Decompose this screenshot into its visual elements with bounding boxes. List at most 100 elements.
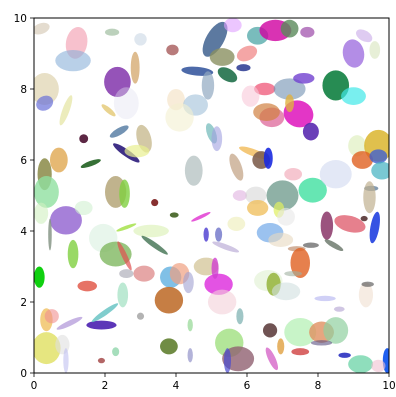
ellipse-mark-40 (302, 122, 319, 141)
ellipse-mark-147 (265, 347, 279, 371)
ellipse-mark-119 (284, 270, 303, 277)
ellipse-mark-28 (341, 87, 366, 105)
ellipse-mark-65 (229, 153, 244, 181)
ellipse-mark-30 (59, 95, 73, 126)
ellipse-mark-69 (284, 167, 303, 181)
ellipse-mark-96 (320, 211, 334, 240)
plot-area (34, 18, 389, 373)
ellipse-mark-93 (277, 207, 295, 226)
ellipse-mark-144 (112, 347, 120, 357)
ellipse-mark-136 (323, 317, 349, 344)
ellipse-mark-84 (191, 212, 211, 222)
ellipse-mark-111 (183, 271, 194, 294)
ellipse-mark-3 (166, 44, 179, 56)
ellipse-mark-114 (207, 289, 237, 315)
ellipse-mark-92 (268, 232, 294, 247)
ellipse-mark-66 (232, 190, 247, 201)
ellipse-mark-99 (369, 211, 380, 244)
ellipse-mark-34 (165, 103, 194, 132)
ellipse-mark-62 (119, 179, 130, 208)
ellipse-mark-138 (310, 340, 333, 346)
ellipse-mark-48 (211, 126, 223, 152)
ellipse-mark-88 (227, 216, 246, 231)
ellipse-mark-87 (212, 241, 240, 253)
ellipse-mark-25 (273, 78, 306, 100)
ellipse-mark-12 (55, 49, 91, 72)
ellipse-mark-85 (203, 227, 209, 242)
ellipse-mark-127 (91, 303, 119, 323)
ellipse-mark-139 (338, 352, 351, 358)
ellipse-mark-153 (236, 308, 244, 325)
ellipse-mark-71 (319, 160, 352, 189)
ellipse-mark-140 (277, 338, 285, 355)
ellipse-mark-101 (48, 218, 52, 251)
x-tick-label: 2 (102, 380, 109, 392)
ellipse-mark-152 (136, 312, 145, 320)
y-tick-label: 8 (20, 84, 27, 96)
ellipse-mark-56 (371, 161, 389, 180)
ellipse-mark-42 (109, 125, 129, 138)
ellipse-mark-37 (253, 103, 280, 121)
ellipse-mark-64 (184, 155, 203, 186)
x-axis: 0 2 4 6 8 10 (31, 373, 396, 392)
y-tick-label: 4 (20, 226, 27, 238)
ellipse-mark-95 (302, 242, 319, 248)
ellipse-mark-26 (293, 73, 315, 84)
ellipse-mark-14 (36, 95, 54, 111)
ellipse-mark-13 (34, 73, 59, 105)
ellipse-mark-154 (333, 306, 345, 312)
y-axis: 0 2 4 6 8 10 (14, 13, 34, 380)
ellipse-mark-51 (263, 147, 273, 169)
ellipse-mark-76 (34, 202, 49, 224)
ellipse-mark-67 (245, 186, 267, 205)
ellipse-mark-102 (67, 239, 79, 269)
ellipse-mark-8 (280, 19, 299, 38)
ellipse-mark-75 (74, 200, 93, 216)
ellipse-mark-21 (217, 67, 238, 83)
ellipse-mark-133 (262, 323, 278, 338)
ellipse-mark-70 (298, 177, 327, 203)
ellipse-mark-22 (236, 64, 251, 72)
ellipse-mark-73 (363, 181, 376, 214)
ellipse-mark-151 (97, 357, 105, 364)
ellipse-mark-112 (204, 273, 233, 295)
ellipse-mark-23 (236, 45, 258, 62)
ellipse-mark-81 (133, 224, 169, 238)
ellipse-mark-113 (211, 257, 219, 279)
ellipse-mark-126 (86, 320, 117, 330)
ellipse-mark-100 (360, 215, 368, 222)
ellipse-mark-46 (124, 144, 150, 158)
ellipse-mark-117 (271, 282, 301, 301)
ellipse-mark-128 (154, 286, 184, 314)
ellipse-mark-143 (63, 348, 69, 373)
ellipse-mark-122 (361, 281, 374, 287)
ellipse-mark-146 (223, 348, 232, 373)
ellipse-mark-74 (49, 206, 82, 235)
x-tick-label: 10 (382, 380, 395, 392)
ellipse-mark-55 (369, 149, 388, 164)
ellipse-mark-24 (254, 82, 276, 96)
ellipse-mark-137 (291, 348, 310, 356)
ellipse-mark-148 (348, 355, 374, 373)
ellipse-mark-118 (290, 247, 311, 279)
ellipse-mark-35 (241, 85, 260, 107)
ellipse-mark-39 (285, 94, 295, 113)
ellipse-mark-120 (314, 295, 336, 302)
ellipse-mark-31 (113, 87, 139, 120)
ellipse-mark-104 (77, 280, 98, 292)
x-tick-label: 0 (31, 380, 38, 392)
ellipse-mark-16 (130, 51, 140, 84)
ellipse-mark-145 (187, 348, 193, 363)
ellipse-mark-80 (117, 241, 132, 271)
ellipse-mark-121 (358, 282, 374, 308)
ellipse-mark-57 (49, 147, 68, 173)
ellipse-mark-150 (371, 359, 386, 373)
ellipse-mark-29 (369, 41, 381, 59)
ellipse-mark-17 (134, 33, 147, 46)
ellipse-mark-82 (141, 235, 168, 255)
ellipse-mark-134 (284, 317, 317, 347)
ellipse-mark-97 (324, 239, 344, 252)
y-tick-label: 2 (20, 297, 27, 309)
ellipse-mark-15 (104, 66, 131, 97)
